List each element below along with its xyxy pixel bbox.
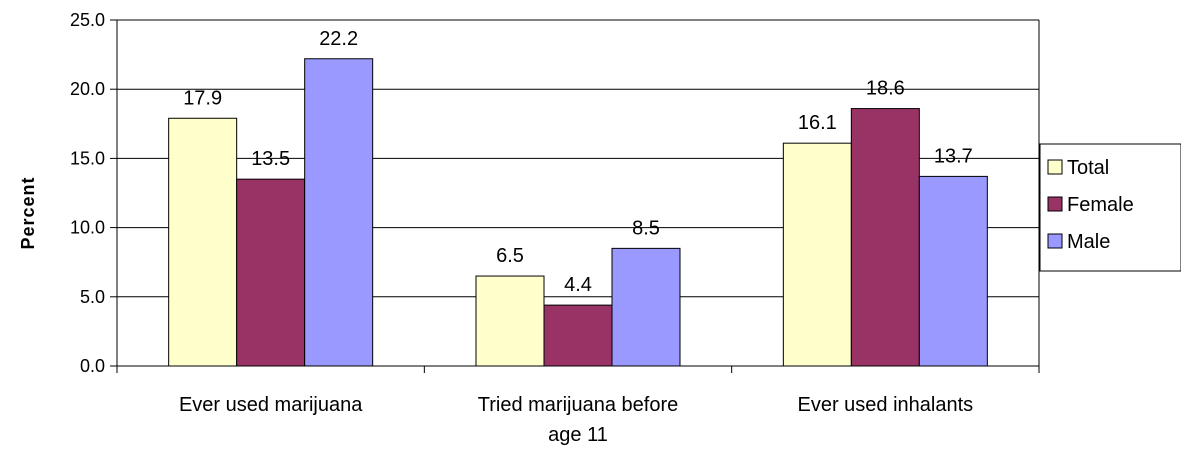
y-tick-label: 20.0: [70, 79, 105, 99]
y-axis-label: Percent: [18, 176, 38, 249]
bar-total: [168, 117, 238, 367]
legend-label: Male: [1067, 231, 1110, 253]
legend-label: Female: [1067, 194, 1134, 216]
data-label: 8.5: [632, 217, 660, 239]
x-category-labels: Ever used marijuana Tried marijuana befor…: [179, 394, 973, 446]
legend-swatch-female: [1047, 196, 1063, 212]
data-label: 4.4: [564, 274, 592, 296]
legend-box: [1039, 143, 1181, 272]
x-category-label: Ever used marijuana: [179, 394, 363, 416]
data-labels: 17.9 13.5 22.2 6.5 4.4 8.5 16.1 18.6 13.7: [183, 28, 973, 296]
bar-male: [918, 175, 988, 367]
bar-female: [543, 304, 613, 367]
legend-swatch-male: [1047, 233, 1063, 249]
data-label: 17.9: [183, 87, 222, 109]
legend-label: Total: [1067, 157, 1109, 179]
data-label: 16.1: [798, 112, 837, 134]
y-tick-label: 5.0: [80, 287, 105, 307]
bar-male: [611, 247, 681, 367]
bar-total: [782, 142, 852, 367]
bar-male: [304, 58, 374, 367]
data-label: 13.7: [934, 145, 973, 167]
axes: [110, 19, 1040, 373]
x-category-label: Tried marijuana before: [478, 394, 678, 416]
y-tick-label: 25.0: [70, 10, 105, 30]
data-label: 13.5: [251, 148, 290, 170]
y-tick-label: 10.0: [70, 218, 105, 238]
y-tick-label: 15.0: [70, 148, 105, 168]
x-category-label: Ever used inhalants: [797, 394, 973, 416]
legend: Total Female Male: [1039, 143, 1181, 272]
data-label: 18.6: [866, 78, 905, 100]
data-label: 6.5: [496, 245, 524, 267]
bars: [168, 58, 988, 367]
y-tick-labels: 0.0 5.0 10.0 15.0 20.0 25.0: [70, 10, 105, 376]
bar-female: [850, 108, 920, 367]
bar-female: [236, 178, 306, 367]
legend-swatch-total: [1047, 159, 1063, 175]
bar-total: [475, 275, 545, 367]
data-label: 22.2: [319, 28, 358, 50]
x-category-label: age 11: [548, 424, 608, 446]
y-tick-label: 0.0: [80, 356, 105, 376]
